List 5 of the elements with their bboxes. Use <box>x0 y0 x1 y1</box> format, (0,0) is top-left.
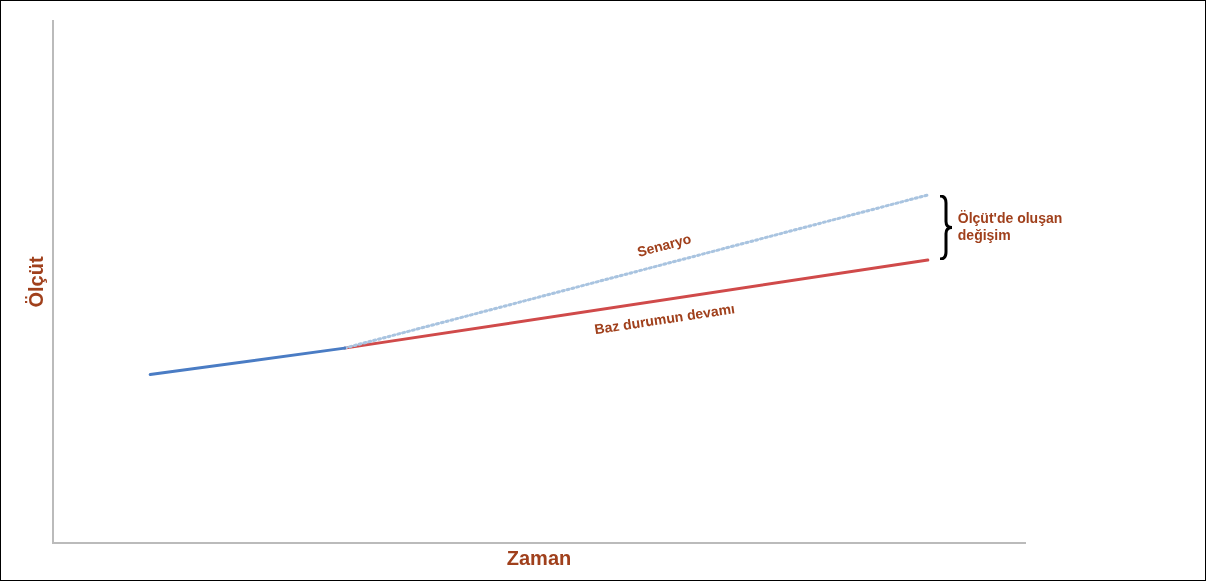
text: Senaryo <box>635 230 693 260</box>
y-axis-title: Ölçüt <box>24 256 47 308</box>
x-axis-title: Zaman <box>506 546 572 569</box>
annotation: Ölçüt'de oluşan değişim <box>957 209 1064 244</box>
text: Baz durumun devamı <box>593 300 736 338</box>
